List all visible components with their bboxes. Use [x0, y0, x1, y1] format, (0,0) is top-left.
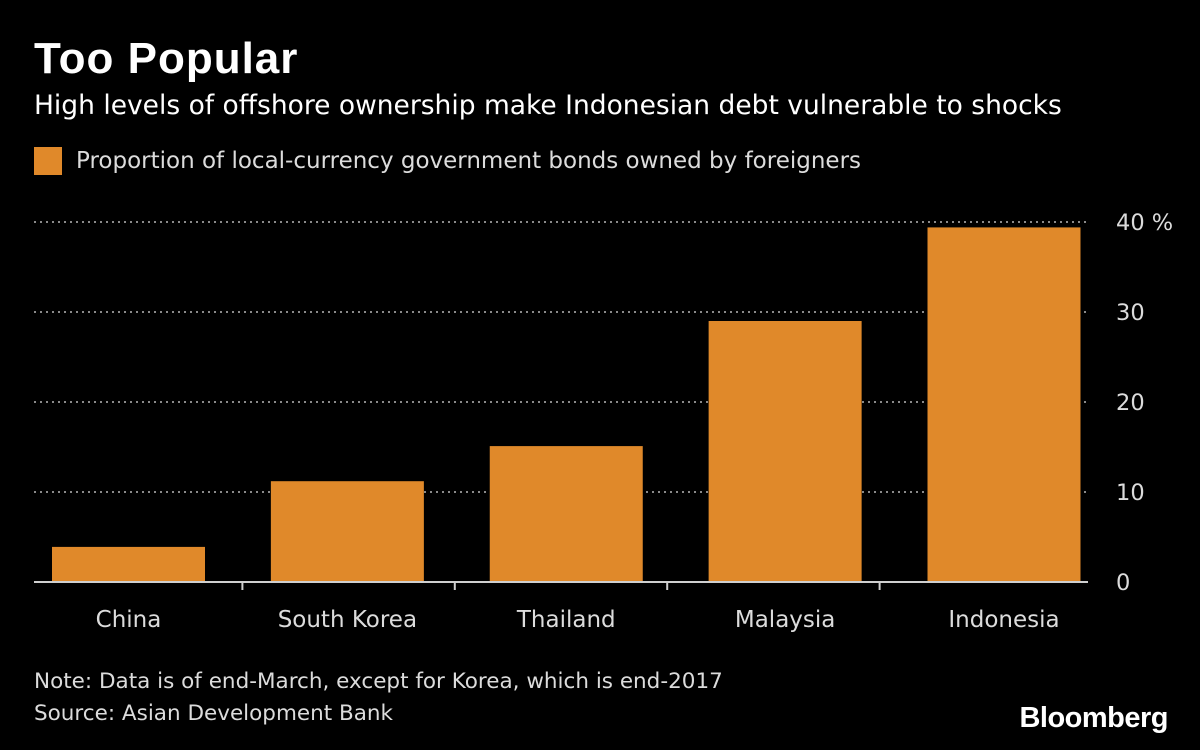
x-tick-label: Indonesia: [948, 607, 1059, 633]
bar: [709, 321, 862, 582]
y-tick-label: 0: [1116, 570, 1130, 596]
y-tick-label: 10: [1116, 480, 1145, 506]
x-tick-label: Malaysia: [735, 607, 836, 633]
x-tick-label: Thailand: [516, 607, 616, 633]
y-tick-label: 30: [1116, 300, 1145, 326]
bar: [271, 481, 424, 582]
bar: [928, 227, 1081, 582]
footnote: Note: Data is of end-March, except for K…: [34, 666, 723, 698]
x-tick-label: China: [96, 607, 162, 633]
bar: [52, 547, 205, 582]
y-tick-label: 40 %: [1116, 210, 1173, 236]
source-note: Source: Asian Development Bank: [34, 698, 393, 730]
bar: [490, 446, 643, 582]
brand-logo: Bloomberg: [1019, 700, 1168, 736]
y-tick-label: 20: [1116, 390, 1145, 416]
x-tick-label: South Korea: [278, 607, 417, 633]
